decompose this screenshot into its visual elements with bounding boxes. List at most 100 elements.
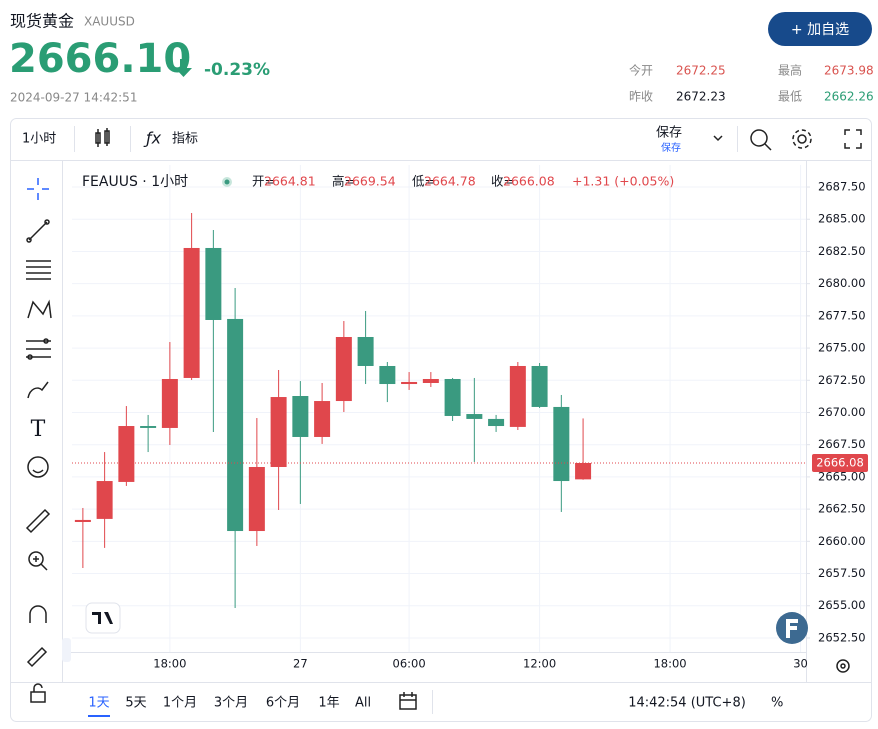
candle-body [422,378,439,383]
y-tick-label: 2660.00 [818,534,866,548]
y-tick-label: 2652.50 [818,630,866,644]
candle-body [248,466,265,532]
percent-toggle[interactable]: % [771,696,783,711]
plot: 2652.50 2655.00 2657.50 2660.00 2662.50 2665.… [72,165,868,671]
lines-icon[interactable] [26,260,51,280]
y-tick-label: 2667.50 [818,437,866,451]
range-button[interactable]: 1年 [318,696,339,711]
button-label[interactable]: + 加自选 [791,22,849,38]
range-button[interactable]: 1天 [88,696,109,711]
calendar-icon[interactable] [399,692,417,710]
x-tick-label: 12:00 [523,657,556,671]
indicators[interactable]: 指标 [172,132,198,147]
collapse-button[interactable] [62,638,71,662]
legend-value: 2664.81 [264,174,316,189]
range-button[interactable]: 1个月 [163,696,197,711]
candle-body [379,365,396,385]
magnet-icon[interactable] [29,605,47,623]
save[interactable]: 保存 [656,126,682,141]
legend-value: 2664.78 [424,174,476,189]
stat-value: 2672.23 [676,90,726,104]
range-button[interactable]: 3个月 [214,696,248,711]
ruler-icon[interactable] [25,508,51,534]
axis-settings-icon[interactable] [836,659,850,673]
tv-logo [85,602,121,634]
lock-draw-icon[interactable] [26,646,48,668]
range-button[interactable]: 5天 [125,696,146,711]
candle-body [118,426,135,482]
y-tick-label: 2682.50 [818,244,866,258]
stat-label: 最高 [778,63,802,78]
range-bar: 1天 5天 1个月 3个月 6个月 1年 All [88,696,371,717]
change: -0.23% [204,60,270,80]
fx-icon[interactable]: ƒx [143,129,162,148]
alert-icon[interactable] [750,129,772,151]
emoji-icon[interactable] [27,456,49,478]
last-price-tag [812,453,868,472]
save-sub: 保存 [661,141,681,154]
stat-value: 2662.26 [824,90,874,104]
candle-body [161,378,178,428]
chart-frame [10,118,872,722]
legend-change: +1.31 (+0.05%) [572,174,674,189]
down-arrow [175,59,192,77]
brand-badge-glyph [786,619,798,638]
candle-body [270,397,287,467]
last-price-label: 2666.08 [816,455,864,469]
text-tool[interactable]: T [31,417,46,442]
candle-body [205,247,222,320]
candle-body [444,378,461,416]
dropdown-icon[interactable] [713,135,723,142]
candle-body [335,336,352,402]
x-tick-label: 27 [293,657,308,671]
brush-icon[interactable] [27,381,49,399]
settings-icon[interactable] [792,129,812,149]
candle-body [488,418,505,427]
clock: 14:42:54 (UTC+8) [628,696,746,711]
legend-value: 2666.08 [503,174,555,189]
timestamp: 2024-09-27 14:42:51 [10,91,137,105]
y-tick-label: 2687.50 [818,180,866,194]
candle-body [227,318,244,532]
stat-value: 2672.25 [676,64,726,78]
candle-icon[interactable] [95,128,110,147]
legend-value: 2669.54 [344,174,396,189]
candle-body [553,406,570,482]
candle-body [401,381,418,385]
lock-icon[interactable] [30,683,46,703]
fullscreen-icon[interactable] [844,129,862,149]
candle-body [466,414,483,419]
legend-label: 高= [332,174,355,189]
candle-body [509,365,526,427]
asset-name: 现货黄金 [10,12,74,31]
status-dot-core [224,179,230,185]
crosshair-icon[interactable] [27,178,49,200]
candle-body [74,519,91,523]
price: 2666.10 [9,36,191,82]
interval[interactable]: 1小时 [22,132,56,147]
y-tick-label: 2677.50 [818,308,866,322]
candle-body [140,426,157,428]
candle-body [357,336,374,366]
y-tick-label: 2680.00 [818,276,866,290]
candle-body [292,396,309,437]
add-watch-button[interactable]: + 加自选 [768,12,872,46]
y-tick-label: 2670.00 [818,405,866,419]
x-tick-label: 18:00 [153,657,186,671]
x-tick-label: 30 [793,657,808,671]
stat-label: 昨收 [629,90,653,104]
range-button[interactable]: 6个月 [266,696,300,711]
fib-icon[interactable] [26,338,51,360]
legend-label: 开= [252,174,275,189]
stat-value: 2673.98 [824,64,874,78]
y-tick-label: 2685.00 [818,212,866,226]
trendline-icon[interactable] [26,219,50,243]
y-tick-label: 2665.00 [818,469,866,483]
pattern-icon[interactable] [27,299,52,319]
y-tick-label: 2655.00 [818,598,866,612]
zoom-icon[interactable] [28,551,48,571]
range-button[interactable]: All [355,696,371,711]
button-bg[interactable] [768,12,872,46]
